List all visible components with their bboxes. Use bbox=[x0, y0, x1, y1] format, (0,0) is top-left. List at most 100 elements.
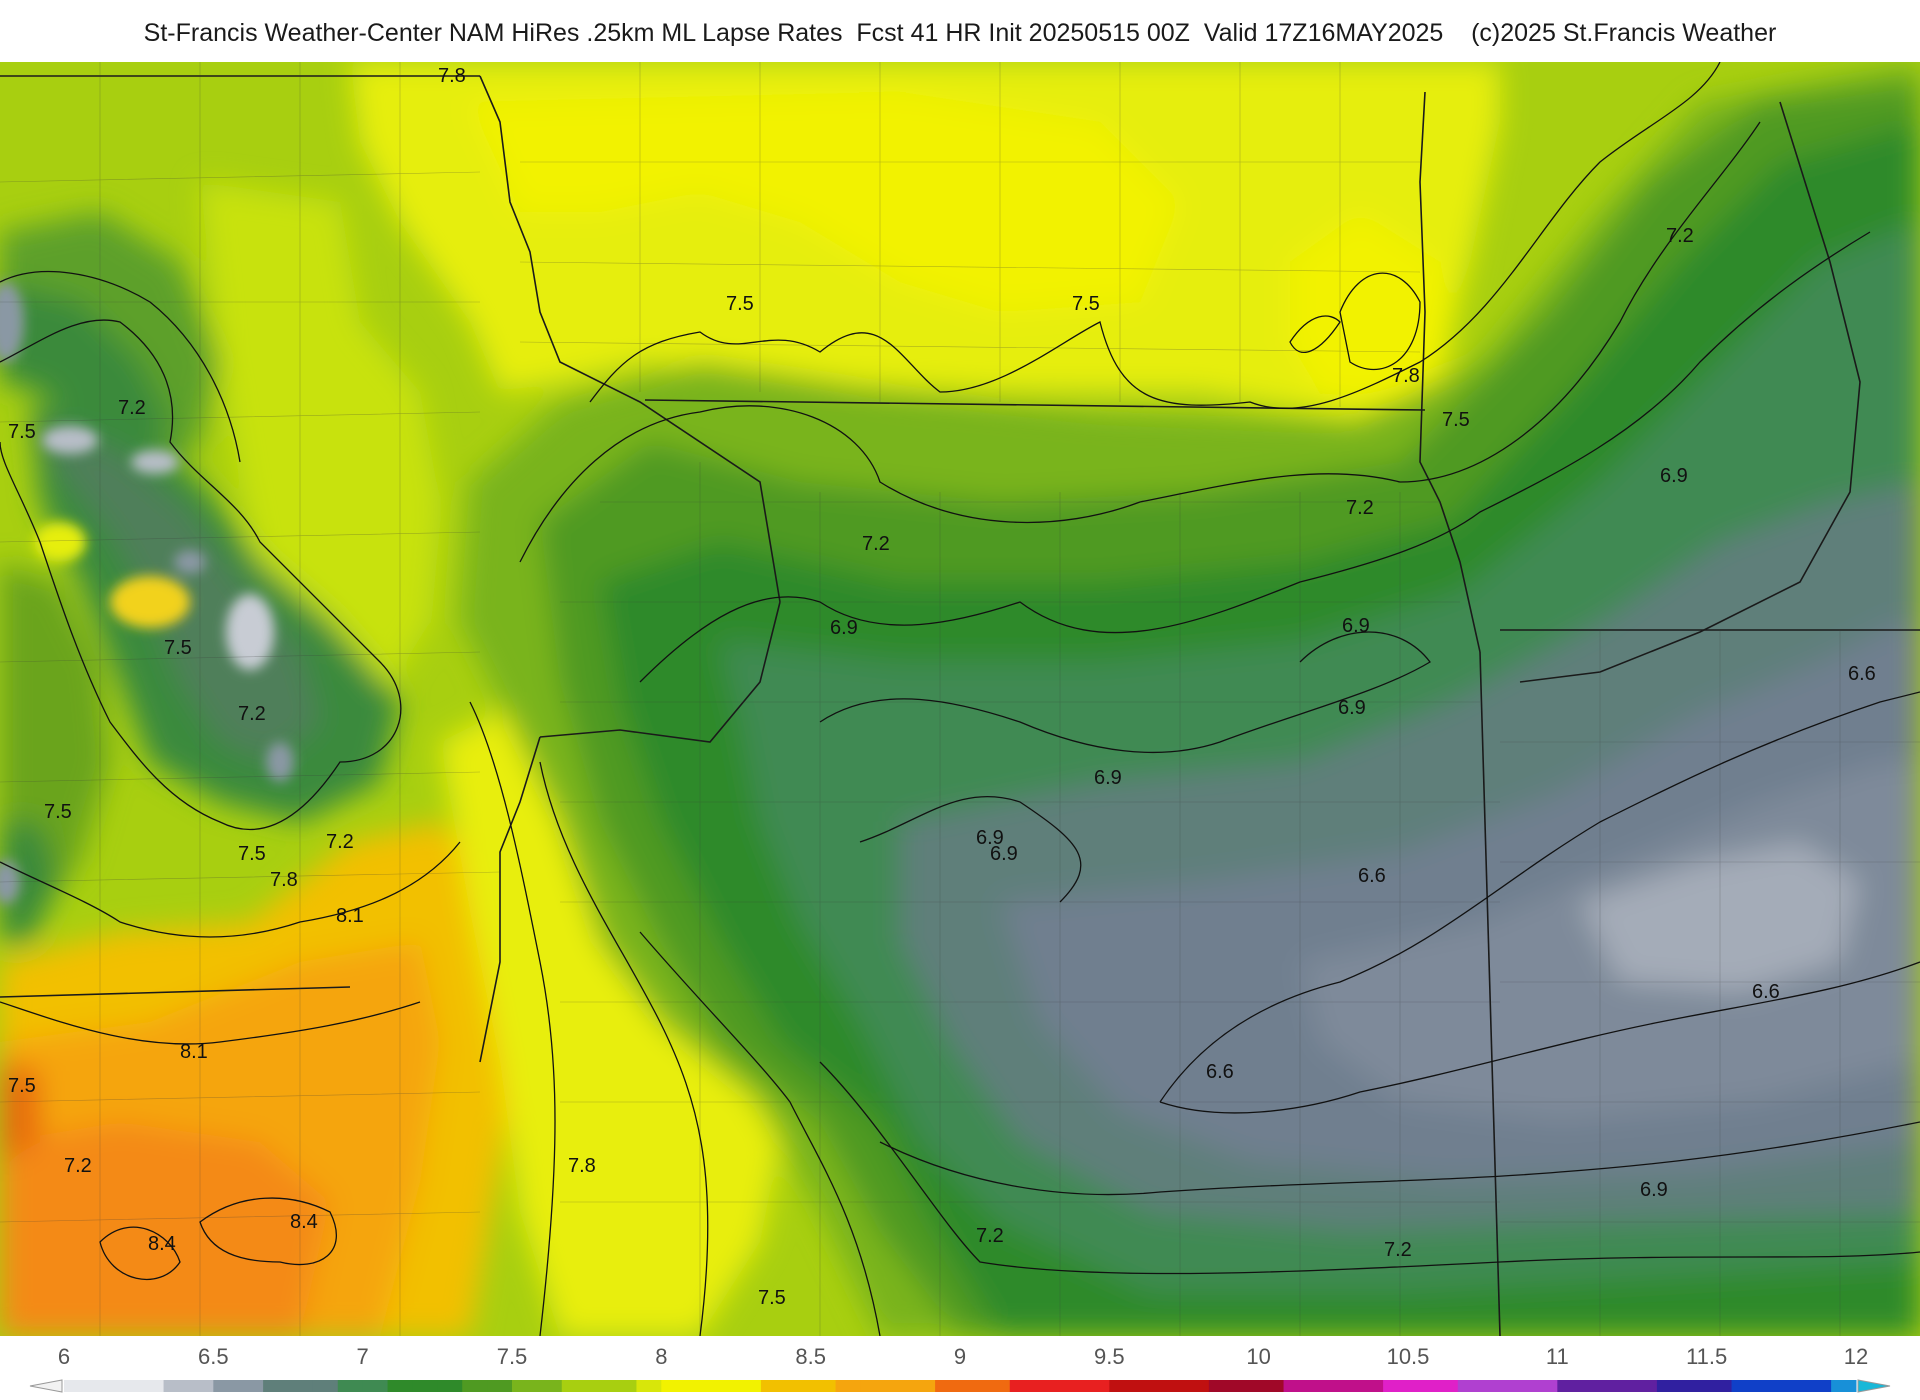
contour-label: 6.6 bbox=[1752, 981, 1780, 1003]
colorbar-swatch bbox=[736, 1380, 762, 1392]
state-borders bbox=[0, 75, 1920, 1336]
contour-label: 7.2 bbox=[326, 831, 354, 853]
contour-label: 7.8 bbox=[438, 65, 466, 87]
contour-label: 7.8 bbox=[1392, 365, 1420, 387]
colorbar-swatch bbox=[1009, 1380, 1036, 1392]
colorbar-swatch bbox=[1656, 1380, 1683, 1392]
contour-label: 7.2 bbox=[1666, 225, 1694, 247]
colorbar-swatch bbox=[1781, 1380, 1807, 1392]
colorbar-swatch bbox=[935, 1380, 961, 1392]
colorbar-swatch bbox=[636, 1380, 662, 1392]
colorbar-swatch bbox=[1557, 1380, 1583, 1392]
colorbar-swatch bbox=[188, 1380, 214, 1392]
colorbar-swatches bbox=[64, 1380, 1857, 1392]
colorbar-swatch bbox=[760, 1380, 787, 1392]
colorbar-swatch bbox=[337, 1380, 364, 1392]
colorbar-tick-label: 8 bbox=[655, 1344, 667, 1369]
colorbar-swatch bbox=[1283, 1380, 1309, 1392]
colorbar-swatch bbox=[1333, 1380, 1359, 1392]
colorbar-swatch bbox=[163, 1380, 189, 1392]
colorbar-swatch bbox=[263, 1380, 289, 1392]
colorbar-tick-label: 11 bbox=[1546, 1344, 1569, 1369]
contour-label: 7.5 bbox=[726, 293, 754, 315]
colorbar-swatch bbox=[362, 1380, 389, 1392]
colorbar-swatch bbox=[1308, 1380, 1334, 1392]
colorbar-swatch bbox=[1756, 1380, 1782, 1392]
contour-label: 8.1 bbox=[336, 905, 364, 927]
lapse-rate-map: 7.8 7.5 7.5 7.8 7.5 7.2 7.2 7.5 7.2 7.2 … bbox=[0, 62, 1920, 1336]
colorbar-swatch bbox=[1607, 1380, 1633, 1392]
colorbar-swatch bbox=[1109, 1380, 1135, 1392]
colorbar-swatch bbox=[138, 1380, 165, 1392]
colorbar-swatch bbox=[661, 1380, 687, 1392]
contour-label: 7.2 bbox=[238, 703, 266, 725]
colorbar-tick-label: 7 bbox=[357, 1344, 369, 1369]
map-title: St-Francis Weather-Center NAM HiRes .25k… bbox=[143, 19, 1777, 47]
colorbar-swatch bbox=[1408, 1380, 1434, 1392]
colorbar-tick-label: 6.5 bbox=[198, 1344, 229, 1369]
colorbar-swatch bbox=[1831, 1380, 1857, 1392]
colorbar-tick-label: 9 bbox=[954, 1344, 966, 1369]
contour-label: 6.9 bbox=[830, 617, 858, 639]
colorbar-swatch bbox=[686, 1380, 712, 1392]
contour-label: 8.1 bbox=[180, 1041, 208, 1063]
colorbar-swatch bbox=[1532, 1380, 1558, 1392]
contour-label: 6.6 bbox=[1358, 865, 1386, 887]
colorbar-swatch bbox=[1432, 1380, 1459, 1392]
colorbar-swatch bbox=[1034, 1380, 1061, 1392]
colorbar-tick-label: 7.5 bbox=[497, 1344, 528, 1369]
colorbar-swatch bbox=[910, 1380, 936, 1392]
colorbar-swatch bbox=[1632, 1380, 1658, 1392]
colorbar-swatch bbox=[1383, 1380, 1409, 1392]
colorbar-swatch bbox=[561, 1380, 588, 1392]
colorbar-swatch bbox=[1233, 1380, 1260, 1392]
colorbar-swatch bbox=[1582, 1380, 1608, 1392]
colorbar-swatch bbox=[113, 1380, 140, 1392]
contour-label: 7.5 bbox=[238, 843, 266, 865]
contour-label: 6.9 bbox=[990, 843, 1018, 865]
contour-labels: 7.8 7.5 7.5 7.8 7.5 7.2 7.2 7.5 7.2 7.2 … bbox=[8, 65, 1876, 1309]
contour-label: 6.9 bbox=[976, 827, 1004, 849]
contour-label: 7.8 bbox=[270, 869, 298, 891]
colorbar-left-arrow bbox=[29, 1379, 63, 1393]
colorbar-swatch bbox=[412, 1380, 438, 1392]
contour-label: 6.9 bbox=[1660, 465, 1688, 487]
colorbar-tick-label: 9.5 bbox=[1094, 1344, 1125, 1369]
colorbar-swatch bbox=[1507, 1380, 1533, 1392]
colorbar-swatch bbox=[1059, 1380, 1085, 1392]
colorbar-swatch bbox=[512, 1380, 538, 1392]
colorbar-tick-label: 6 bbox=[58, 1344, 70, 1369]
contour-label: 7.5 bbox=[1072, 293, 1100, 315]
colorbar-swatch bbox=[611, 1380, 637, 1392]
colorbar-swatch bbox=[1258, 1380, 1285, 1392]
colorbar-swatch bbox=[238, 1380, 264, 1392]
colorbar-tick-label: 10 bbox=[1246, 1344, 1270, 1369]
colorbar-swatch bbox=[586, 1380, 613, 1392]
colorbar-swatch bbox=[1159, 1380, 1185, 1392]
colorbar-swatch bbox=[1706, 1380, 1733, 1392]
colorbar-swatch bbox=[785, 1380, 812, 1392]
colorbar-swatch bbox=[213, 1380, 239, 1392]
county-lines bbox=[0, 62, 1920, 1336]
contour-label: 7.5 bbox=[164, 637, 192, 659]
contour-label: 7.5 bbox=[758, 1287, 786, 1309]
contour-label: 6.9 bbox=[1342, 615, 1370, 637]
colorbar-swatch bbox=[860, 1380, 886, 1392]
contour-label: 6.9 bbox=[1094, 767, 1122, 789]
colorbar-swatch bbox=[885, 1380, 911, 1392]
colorbar-swatch bbox=[1134, 1380, 1160, 1392]
colorbar-swatch bbox=[387, 1380, 413, 1392]
colorbar-swatch bbox=[64, 1380, 90, 1392]
colorbar-swatch bbox=[1806, 1380, 1832, 1392]
colorbar-swatch bbox=[984, 1380, 1011, 1392]
contour-label: 7.5 bbox=[8, 421, 36, 443]
colorbar-right-arrow bbox=[1857, 1379, 1891, 1393]
contour-label: 7.2 bbox=[862, 533, 890, 555]
contour-label: 7.5 bbox=[44, 801, 72, 823]
colorbar-swatch bbox=[88, 1380, 115, 1392]
colorbar-tick-label: 10.5 bbox=[1387, 1344, 1430, 1369]
contour-label: 6.9 bbox=[1640, 1179, 1668, 1201]
colorbar-swatch bbox=[487, 1380, 513, 1392]
colorbar-swatch bbox=[960, 1380, 986, 1392]
contour-lines bbox=[0, 62, 1920, 1336]
